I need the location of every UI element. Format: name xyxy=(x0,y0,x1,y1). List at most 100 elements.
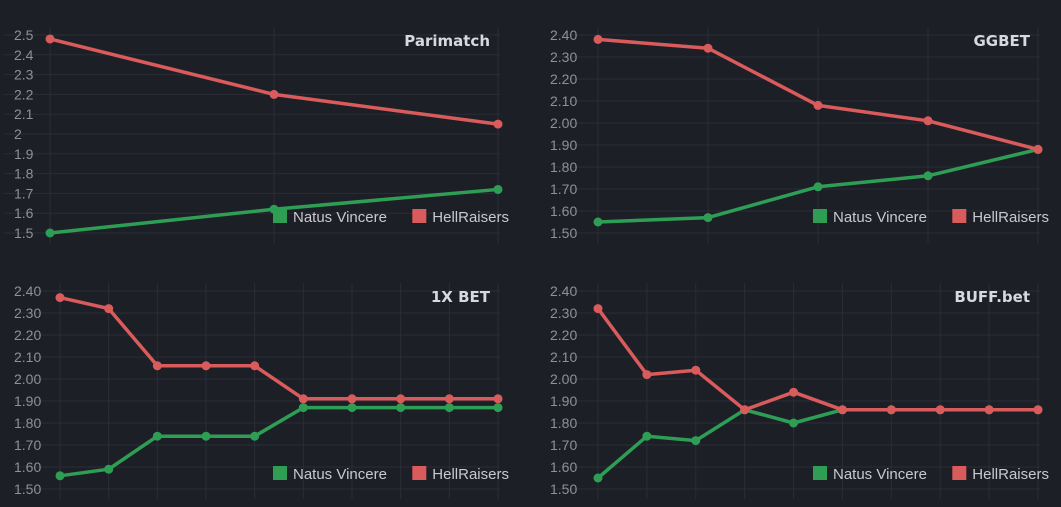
data-point-natus-vincere[interactable] xyxy=(923,171,933,181)
legend-label-natus-vincere[interactable]: Natus Vincere xyxy=(293,466,387,483)
series-line-natus-vincere xyxy=(59,405,498,478)
y-tick-label: 2.20 xyxy=(14,327,41,343)
data-point-hellraisers[interactable] xyxy=(593,34,603,44)
data-point-natus-vincere[interactable] xyxy=(201,431,211,441)
data-point-hellraisers[interactable] xyxy=(444,394,454,404)
data-point-hellraisers[interactable] xyxy=(347,394,357,404)
chart-panel-buffbet: 1.50 1.60 1.70 1.80 1.90 2.00 2.10 2.20 2.30 2.40… xyxy=(536,257,1056,507)
y-tick-label: 1.80 xyxy=(14,415,41,431)
legend-swatch-natus-vincere[interactable] xyxy=(813,209,827,223)
data-point-hellraisers[interactable] xyxy=(984,405,994,415)
data-point-hellraisers[interactable] xyxy=(837,405,847,415)
y-tick-label: 1.7 xyxy=(14,185,34,201)
data-point-hellraisers[interactable] xyxy=(493,394,503,404)
y-tick-label: 1.70 xyxy=(550,181,577,197)
legend-swatch-hellraisers[interactable] xyxy=(952,209,967,223)
chart-title: 1X BET xyxy=(431,288,491,306)
legend-label-hellraisers[interactable]: HellRaisers xyxy=(972,209,1049,226)
y-tick-label: 2.10 xyxy=(550,93,577,109)
legend-swatch-natus-vincere[interactable] xyxy=(273,209,287,223)
chart-title: BUFF.bet xyxy=(954,288,1030,306)
data-point-natus-vincere[interactable] xyxy=(642,431,652,441)
data-point-natus-vincere[interactable] xyxy=(493,184,503,194)
chart-panel-ggbet: 1.50 1.60 1.70 1.80 1.90 2.00 2.10 2.20 2.30 2.40… xyxy=(536,0,1056,250)
y-tick-label: 2.40 xyxy=(14,283,41,299)
chart-svg-buff-bet: 1.50 1.60 1.70 1.80 1.90 2.00 2.10 2.20 2.30 2.40… xyxy=(550,283,1049,499)
chart-title: Parimatch xyxy=(404,32,490,50)
data-point-hellraisers[interactable] xyxy=(923,116,933,126)
data-point-hellraisers[interactable] xyxy=(250,361,260,371)
legend-swatch-hellraisers[interactable] xyxy=(412,466,427,480)
y-tick-label: 2.1 xyxy=(14,106,34,122)
data-point-hellraisers[interactable] xyxy=(740,405,750,415)
data-point-hellraisers[interactable] xyxy=(493,119,503,129)
y-tick-label: 2 xyxy=(14,126,22,142)
chart-panel-parimatch: 1.5 1.6 1.7 1.8 1.9 2 2.1 2.2 2.3 2.4 2.5 Parimatch… xyxy=(0,0,520,250)
data-point-natus-vincere[interactable] xyxy=(593,217,603,227)
y-tick-label: 1.60 xyxy=(550,459,577,475)
y-tick-label: 2.3 xyxy=(14,67,34,83)
legend-swatch-natus-vincere[interactable] xyxy=(813,466,827,480)
data-point-natus-vincere[interactable] xyxy=(45,228,55,238)
data-point-hellraisers[interactable] xyxy=(298,394,308,404)
series-line-hellraisers xyxy=(59,295,498,401)
data-point-natus-vincere[interactable] xyxy=(493,403,503,413)
data-point-hellraisers[interactable] xyxy=(396,394,406,404)
legend-swatch-hellraisers[interactable] xyxy=(952,466,967,480)
legend-label-natus-vincere[interactable]: Natus Vincere xyxy=(833,209,927,226)
y-tick-label: 2.40 xyxy=(550,283,577,299)
data-point-hellraisers[interactable] xyxy=(1033,144,1043,154)
legend-label-hellraisers[interactable]: HellRaisers xyxy=(432,466,509,483)
data-point-hellraisers[interactable] xyxy=(789,387,799,397)
data-point-hellraisers[interactable] xyxy=(691,365,701,375)
data-point-hellraisers[interactable] xyxy=(45,34,55,44)
y-tick-label: 1.60 xyxy=(550,203,577,219)
data-point-natus-vincere[interactable] xyxy=(789,418,799,428)
data-point-hellraisers[interactable] xyxy=(269,89,279,99)
data-point-hellraisers[interactable] xyxy=(935,405,945,415)
data-point-natus-vincere[interactable] xyxy=(396,403,406,413)
data-point-hellraisers[interactable] xyxy=(703,43,713,53)
y-tick-label: 2.10 xyxy=(14,349,41,365)
data-point-hellraisers[interactable] xyxy=(152,361,162,371)
y-tick-label: 2.30 xyxy=(550,305,577,321)
data-point-hellraisers[interactable] xyxy=(593,304,603,314)
data-point-natus-vincere[interactable] xyxy=(298,403,308,413)
data-point-hellraisers[interactable] xyxy=(55,293,65,303)
legend-label-hellraisers[interactable]: HellRaisers xyxy=(972,466,1049,483)
data-point-natus-vincere[interactable] xyxy=(104,464,114,474)
y-tick-label: 2.30 xyxy=(550,49,577,65)
chart-svg-1x-bet: 1.50 1.60 1.70 1.80 1.90 2.00 2.10 2.20 2.30 2.40… xyxy=(14,283,509,499)
data-point-hellraisers[interactable] xyxy=(201,361,211,371)
y-tick-label: 1.70 xyxy=(550,437,577,453)
y-tick-label: 2.4 xyxy=(14,47,34,63)
legend-label-natus-vincere[interactable]: Natus Vincere xyxy=(833,466,927,483)
data-point-hellraisers[interactable] xyxy=(886,405,896,415)
data-point-hellraisers[interactable] xyxy=(642,370,652,380)
data-point-natus-vincere[interactable] xyxy=(152,431,162,441)
y-tick-label: 1.90 xyxy=(14,393,41,409)
y-tick-label: 1.90 xyxy=(550,393,577,409)
data-point-natus-vincere[interactable] xyxy=(703,213,713,223)
legend-label-hellraisers[interactable]: HellRaisers xyxy=(432,209,509,226)
data-point-natus-vincere[interactable] xyxy=(444,403,454,413)
y-tick-label: 2.40 xyxy=(550,27,577,43)
legend-swatch-hellraisers[interactable] xyxy=(412,209,427,223)
data-point-hellraisers[interactable] xyxy=(813,100,823,110)
data-point-natus-vincere[interactable] xyxy=(691,436,701,446)
y-tick-label: 2.20 xyxy=(550,71,577,87)
data-point-natus-vincere[interactable] xyxy=(250,431,260,441)
legend-swatch-natus-vincere[interactable] xyxy=(273,466,287,480)
legend-label-natus-vincere[interactable]: Natus Vincere xyxy=(293,209,387,226)
series-line-hellraisers xyxy=(596,307,1038,412)
data-point-natus-vincere[interactable] xyxy=(593,473,603,483)
data-point-natus-vincere[interactable] xyxy=(347,403,357,413)
data-point-natus-vincere[interactable] xyxy=(55,471,65,481)
chart-svg-ggbet: 1.50 1.60 1.70 1.80 1.90 2.00 2.10 2.20 2.30 2.40… xyxy=(550,27,1049,243)
data-point-hellraisers[interactable] xyxy=(104,304,114,314)
y-tick-label: 2.10 xyxy=(550,349,577,365)
y-tick-label: 1.80 xyxy=(550,415,577,431)
data-point-natus-vincere[interactable] xyxy=(813,182,823,192)
data-point-hellraisers[interactable] xyxy=(1033,405,1043,415)
